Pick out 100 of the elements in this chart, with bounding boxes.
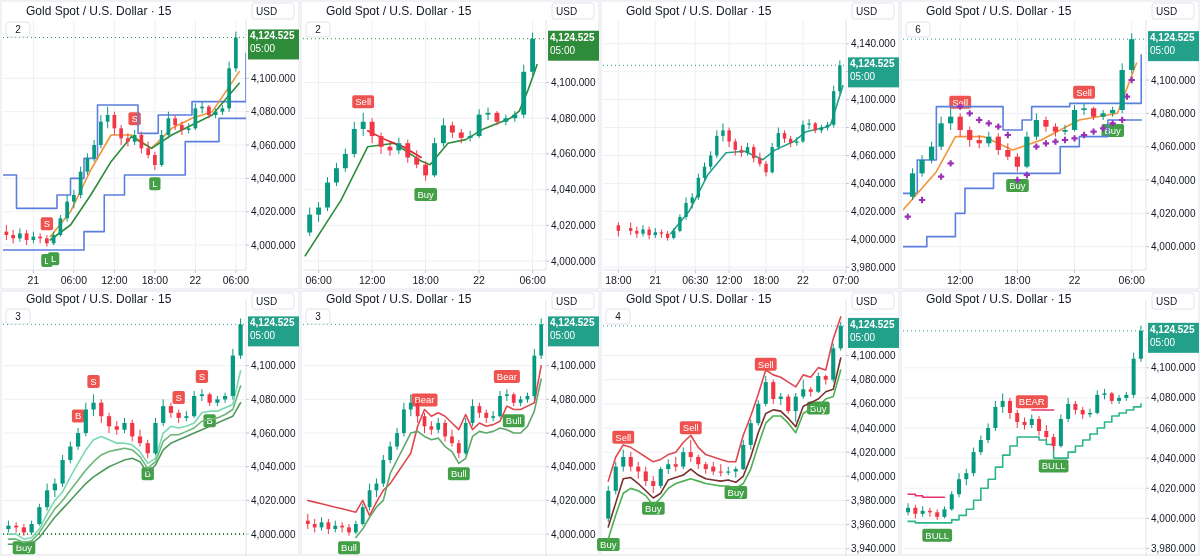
x-tick-label: 12:00: [358, 274, 386, 286]
chart-title: Gold Spot / U.S. Dollar · 15: [26, 292, 172, 306]
point: [1061, 136, 1069, 144]
candlestick: [909, 167, 916, 201]
point: [966, 110, 973, 117]
ref-line-label: 4,124.525 05:00: [550, 31, 595, 56]
text: USD: [556, 296, 578, 307]
candlestick: [153, 151, 157, 171]
candlestick: [402, 402, 406, 437]
candlestick: [628, 451, 633, 472]
y-tick-label: 4,060.000: [251, 139, 296, 151]
y-tick-label: 4,060.000: [1151, 141, 1196, 153]
candlestick: [369, 117, 375, 144]
y-tick-label: 4,100.000: [251, 72, 296, 84]
candlestick: [441, 117, 446, 148]
x-tick-label: 07:00: [832, 274, 860, 286]
y-tick-label: 4,040.000: [551, 184, 596, 196]
candlestick: [938, 116, 944, 151]
chart-title: Gold Spot / U.S. Dollar · 15: [626, 4, 772, 18]
text: USD: [856, 6, 878, 17]
candlestick: [838, 321, 843, 352]
candlestick: [756, 399, 761, 427]
candlestick: [681, 446, 686, 470]
candlestick: [1000, 392, 1005, 414]
candlestick: [793, 392, 798, 423]
annotation: BULL: [925, 529, 950, 541]
chart-title: Gold Spot / U.S. Dollar · 15: [926, 292, 1072, 306]
point: [1109, 120, 1116, 127]
text: USD: [856, 296, 878, 307]
y-tick-label: 4,020.000: [251, 494, 296, 506]
y-tick-label: 4,020.000: [851, 446, 896, 458]
y-tick-label: 4,000.000: [851, 470, 896, 482]
candlestick: [647, 226, 651, 240]
candlestick: [180, 121, 184, 136]
candlestick: [771, 379, 776, 405]
candlestick: [801, 379, 806, 400]
y-tick-label: 4,020.000: [251, 206, 296, 218]
point: [976, 116, 983, 124]
candlestick: [65, 194, 69, 223]
candlestick: [44, 483, 50, 512]
line-series: [307, 364, 542, 517]
point: [1004, 131, 1011, 139]
candlestick: [130, 419, 135, 442]
annotation: Sell: [682, 422, 699, 434]
y-tick-label: 4,060.000: [851, 149, 896, 161]
candlestick: [1037, 415, 1042, 437]
candlestick: [18, 227, 22, 243]
candlestick: [1062, 124, 1068, 136]
text: USD: [1156, 296, 1178, 307]
y-tick-label: 4,140.000: [851, 38, 896, 50]
annotation: L: [152, 178, 158, 190]
text: USD: [556, 6, 578, 17]
point: [1023, 171, 1031, 179]
annotation: S: [175, 391, 182, 403]
annotation: B: [206, 415, 213, 427]
y-tick-label: 4,100.000: [851, 350, 896, 362]
candlestick: [748, 419, 753, 451]
annotation: Buy: [727, 487, 745, 499]
x-tick-label: 22: [473, 274, 486, 286]
text: USD: [1156, 6, 1178, 17]
point: [1090, 128, 1097, 135]
y-tick-label: 3,940.000: [851, 543, 896, 555]
point: [1033, 143, 1040, 150]
annotation: Bull: [341, 542, 357, 554]
y-tick-label: 4,000.000: [551, 528, 596, 540]
candlestick: [60, 454, 65, 488]
candlestick: [342, 148, 348, 173]
annotation: Sell: [1076, 86, 1092, 98]
candlestick: [807, 118, 811, 130]
y-tick-label: 4,020.000: [1151, 207, 1196, 219]
y-tick-label: 4,040.000: [1151, 452, 1196, 464]
candlestick: [995, 132, 1001, 156]
x-tick-label: 12:00: [947, 274, 974, 286]
candlestick: [643, 466, 648, 487]
candlestick: [986, 422, 991, 444]
candlestick: [1095, 389, 1100, 415]
x-tick-label: 22: [189, 274, 202, 286]
y-tick-label: 4,100.000: [251, 360, 296, 372]
candlestick: [381, 454, 386, 488]
point: [1119, 116, 1126, 124]
annotation: B: [74, 410, 82, 422]
candlestick: [1015, 409, 1020, 429]
annotation: BULL: [1041, 460, 1066, 472]
candlestick: [658, 466, 663, 489]
chart-title: Gold Spot / U.S. Dollar · 15: [626, 292, 772, 306]
y-tick-label: 4,080.000: [551, 393, 596, 405]
line-series: [355, 378, 542, 539]
x-tick-label: 06:00: [60, 274, 88, 286]
candlestick: [443, 419, 447, 442]
annotation: S: [198, 370, 206, 382]
ref-line-label: 4,124.525 05:00: [1150, 323, 1195, 348]
y-tick-label: 4,040.000: [851, 422, 896, 434]
ref-line-label: 4,124.525 05:00: [850, 318, 895, 343]
candlestick: [45, 234, 49, 248]
candlestick: [491, 410, 496, 422]
x-tick-label: 18:00: [412, 274, 439, 286]
x-tick-label: 22: [797, 274, 809, 286]
x-tick-label: 18:00: [141, 274, 169, 286]
candlestick: [1007, 397, 1012, 420]
candlestick: [971, 447, 976, 477]
